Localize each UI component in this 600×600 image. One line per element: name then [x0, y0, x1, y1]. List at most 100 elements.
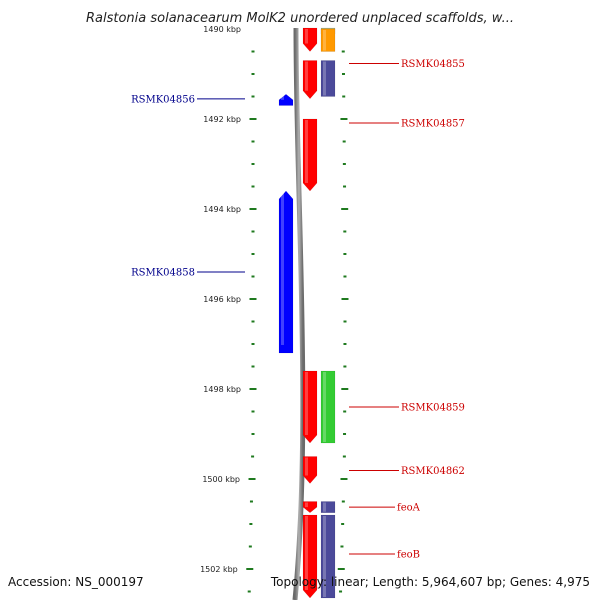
- gene-label[interactable]: RSMK04858: [131, 268, 195, 279]
- minor-tick-right: [343, 275, 347, 278]
- minor-tick-right: [341, 523, 345, 525]
- minor-tick-left: [247, 590, 251, 593]
- minor-tick-right: [340, 545, 344, 548]
- gene-arrow[interactable]: [320, 28, 336, 52]
- gene-arrow[interactable]: [302, 456, 318, 484]
- major-tick-left: [246, 568, 254, 570]
- gene-label[interactable]: RSMK04857: [401, 119, 465, 130]
- minor-tick-left: [251, 95, 255, 98]
- minor-tick-right: [339, 590, 343, 593]
- gene-arrow[interactable]: [320, 60, 336, 97]
- topology-text: Topology: linear; Length: 5,964,607 bp; …: [270, 575, 590, 589]
- major-tick-left: [249, 298, 257, 300]
- minor-tick-left: [251, 365, 255, 368]
- minor-tick-left: [249, 523, 253, 525]
- gene-label[interactable]: RSMK04859: [401, 403, 465, 414]
- minor-tick-right: [343, 185, 347, 188]
- minor-tick-right: [343, 253, 347, 255]
- major-tick-left: [249, 208, 257, 210]
- gene-arrow-highlight: [281, 95, 284, 100]
- major-tick-left: [248, 478, 256, 480]
- minor-tick-left: [248, 545, 252, 548]
- gene-label[interactable]: RSMK04856: [131, 94, 195, 105]
- minor-tick-left: [251, 275, 255, 278]
- gene-arrow[interactable]: [278, 93, 294, 106]
- minor-tick-right: [342, 163, 346, 165]
- gene-arrow[interactable]: [302, 118, 318, 192]
- minor-tick-left: [251, 140, 255, 143]
- minor-tick-left: [251, 73, 255, 75]
- major-tick-right: [337, 568, 345, 570]
- gene-arrow-highlight: [281, 192, 284, 345]
- axis-tick-label: 1502 kbp: [200, 565, 238, 574]
- minor-tick-right: [343, 343, 347, 345]
- major-tick-right: [340, 118, 348, 120]
- minor-tick-right: [343, 230, 347, 233]
- minor-tick-right: [343, 433, 347, 435]
- minor-tick-right: [341, 50, 345, 53]
- axis-tick-label: 1492 kbp: [203, 115, 241, 124]
- gene-arrow-highlight: [323, 372, 326, 442]
- major-tick-left: [249, 118, 257, 120]
- gene-arrow-highlight: [305, 516, 308, 590]
- gene-arrow-highlight: [305, 502, 308, 508]
- axis-tick-label: 1490 kbp: [203, 25, 241, 34]
- minor-tick-left: [251, 343, 255, 345]
- axis-tick-label: 1500 kbp: [202, 475, 240, 484]
- minor-tick-right: [343, 410, 347, 413]
- minor-tick-left: [251, 253, 255, 255]
- major-tick-right: [341, 298, 349, 300]
- minor-tick-left: [251, 455, 255, 458]
- gene-arrow[interactable]: [302, 370, 318, 444]
- gene-arrow[interactable]: [302, 60, 318, 100]
- axis-ticks: 1490 kbp 1492 kbp 1494 kbp 1496 kbp 1498 kbp…: [200, 25, 349, 593]
- axis-tick-label: 1498 kbp: [203, 385, 241, 394]
- minor-tick-right: [342, 455, 346, 458]
- gene-arrow-highlight: [323, 502, 326, 512]
- major-tick-left: [249, 388, 257, 390]
- major-tick-right: [341, 388, 349, 390]
- map-title: Ralstonia solanacearum MolK2 unordered u…: [86, 11, 514, 26]
- major-tick-right: [340, 478, 348, 480]
- chromosome-backbone: [292, 27, 306, 600]
- gene-label[interactable]: RSMK04862: [401, 466, 465, 477]
- gene-arrow-highlight: [305, 61, 308, 91]
- minor-tick-right: [342, 140, 346, 143]
- gene-features: [278, 27, 336, 599]
- minor-tick-right: [343, 320, 347, 323]
- minor-tick-left: [251, 410, 255, 413]
- minor-tick-left: [249, 500, 253, 503]
- gene-arrow[interactable]: [320, 370, 336, 444]
- gene-arrow-highlight: [305, 29, 308, 44]
- gene-label[interactable]: feoB: [397, 550, 420, 561]
- gene-arrow[interactable]: [302, 514, 318, 599]
- minor-tick-left: [251, 185, 255, 188]
- gene-arrow-highlight: [323, 61, 326, 96]
- minor-tick-right: [342, 95, 346, 98]
- gene-arrow-highlight: [323, 516, 326, 597]
- gene-arrow[interactable]: [320, 514, 336, 599]
- gene-arrow[interactable]: [302, 27, 318, 52]
- gene-label[interactable]: RSMK04855: [401, 59, 465, 70]
- minor-tick-left: [251, 320, 255, 323]
- major-tick-right: [341, 208, 349, 210]
- minor-tick-left: [251, 230, 255, 233]
- axis-tick-label: 1494 kbp: [203, 205, 241, 214]
- gene-arrow-highlight: [305, 120, 308, 183]
- accession-text: Accession: NS_000197: [8, 575, 144, 589]
- gene-arrow-highlight: [305, 372, 308, 435]
- gene-labels: RSMK04855 RSMK04856 RSMK04857 RSMK04858 RSMK…: [131, 59, 465, 561]
- gene-arrow[interactable]: [278, 190, 294, 354]
- gene-arrow[interactable]: [320, 501, 336, 513]
- axis-tick-label: 1496 kbp: [203, 295, 241, 304]
- minor-tick-left: [251, 433, 255, 435]
- minor-tick-right: [343, 365, 347, 368]
- gene-arrow-highlight: [305, 457, 308, 476]
- gene-arrow[interactable]: [302, 501, 318, 514]
- minor-tick-left: [251, 50, 255, 53]
- minor-tick-right: [341, 500, 345, 503]
- minor-tick-left: [251, 163, 255, 165]
- gene-arrow-highlight: [323, 30, 326, 51]
- gene-label[interactable]: feoA: [397, 503, 421, 514]
